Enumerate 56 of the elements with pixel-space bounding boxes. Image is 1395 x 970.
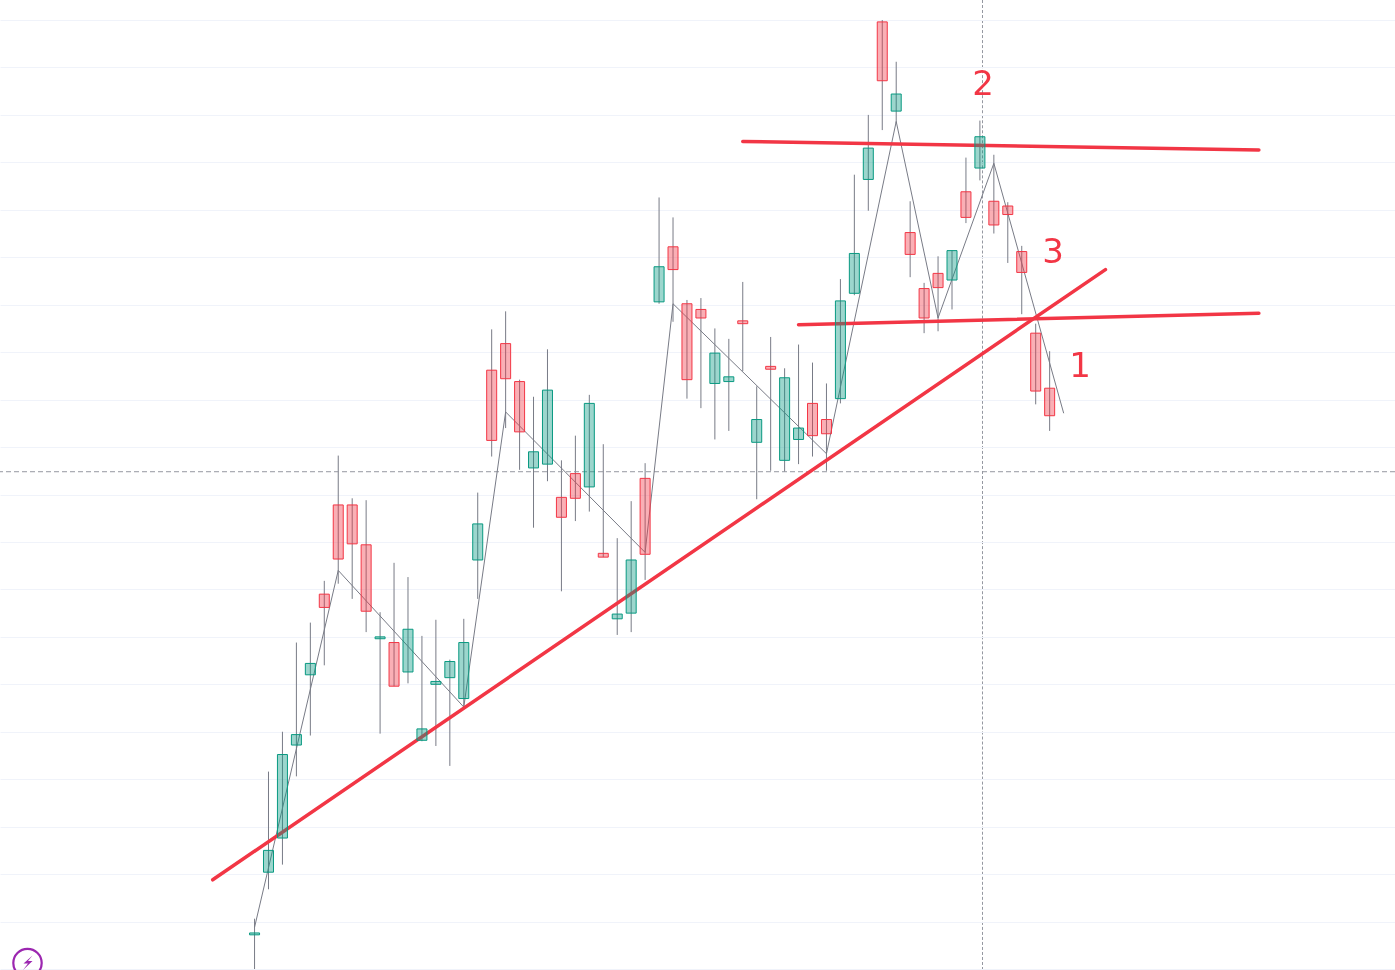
candlestick (695, 297, 707, 409)
annotation: 1 (1069, 345, 1091, 385)
candlestick (514, 379, 526, 471)
candlestick (667, 216, 679, 323)
candlestick (1030, 323, 1042, 405)
candlestick (988, 154, 1000, 235)
candlestick (1044, 350, 1056, 432)
candlestick (1016, 245, 1028, 315)
candlestick (276, 731, 288, 866)
candlestick (751, 385, 763, 500)
candlestick (876, 19, 888, 131)
candlestick (779, 367, 791, 473)
candlestick (290, 642, 302, 777)
candlestick (263, 771, 274, 890)
candlestick (834, 278, 846, 404)
candlestick (430, 619, 442, 747)
candlestick (904, 200, 916, 278)
candlestick (653, 196, 665, 305)
candlestick (444, 659, 456, 767)
candlestick (486, 328, 498, 458)
candlestick (765, 336, 777, 472)
candlestick (569, 435, 581, 522)
annotation: 2 (972, 63, 994, 103)
candlestick (639, 462, 651, 581)
candlestick (374, 611, 386, 735)
candlestick (737, 281, 749, 372)
candlestick (820, 382, 832, 472)
candlestick (848, 174, 860, 296)
candlestick (360, 499, 372, 633)
candlestick (388, 562, 400, 687)
candlestick (318, 580, 330, 666)
candlestick (807, 362, 819, 458)
candlestick (625, 500, 637, 633)
candlestick (555, 459, 567, 592)
candlestick (500, 310, 512, 429)
candlestick (304, 622, 316, 737)
candlestick (541, 348, 553, 482)
candlestick (597, 443, 609, 558)
candlestick (472, 492, 484, 600)
candlestick (793, 344, 805, 465)
candlestick (723, 338, 735, 432)
candlestick (960, 157, 972, 224)
candlestick (862, 114, 874, 212)
candlestick (1002, 201, 1014, 264)
candlestick (611, 537, 623, 636)
candlestick (709, 327, 721, 440)
candlestick (681, 299, 693, 400)
candlestick (416, 635, 428, 742)
candlestick (583, 394, 595, 513)
candlestick (346, 497, 358, 600)
candlestick (332, 455, 344, 585)
annotation: 3 (1042, 231, 1064, 271)
candlestick (974, 120, 986, 181)
candlestick (946, 250, 958, 310)
candlestick (528, 396, 540, 529)
candlestick (402, 576, 414, 684)
